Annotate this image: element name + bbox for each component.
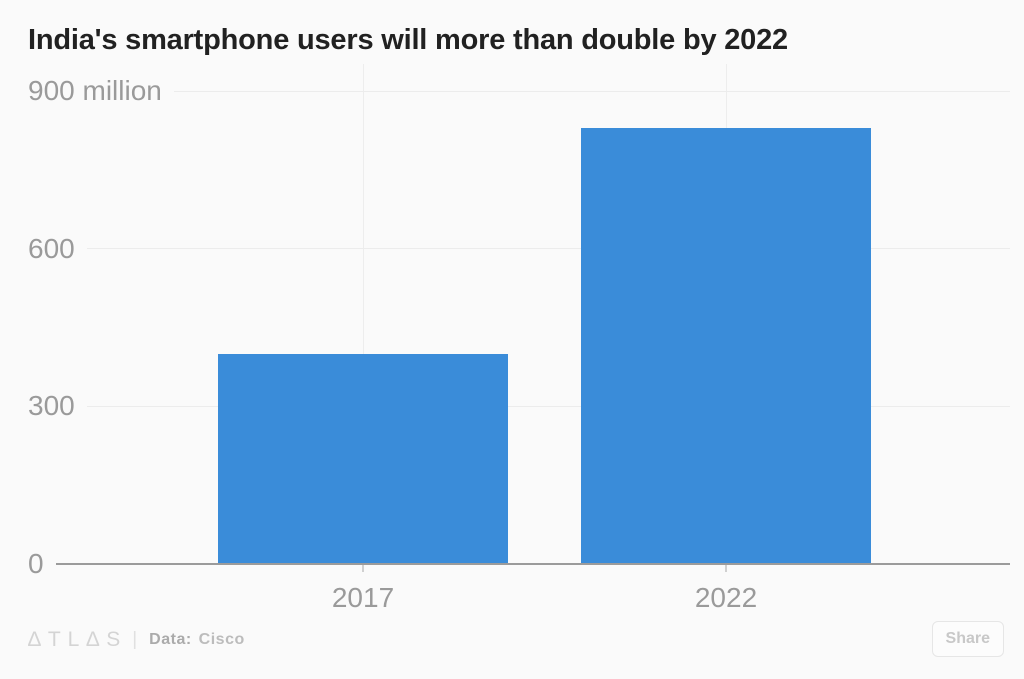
x-axis-baseline [55,563,1010,565]
chart-title: India's smartphone users will more than … [28,24,788,56]
data-source-value: Cisco [198,631,245,648]
y-tick-label-600: 600 [28,232,75,264]
gridline-row-300: 300 [28,389,1010,423]
horizontal-gridline [86,248,1010,250]
x-tick-label-2017: 2017 [331,582,395,613]
gridline-row-600: 600 [28,232,1010,266]
gridline-row-900: 900 million [28,74,1010,108]
data-source-label: Data: [149,631,192,648]
bar-2017[interactable] [218,353,508,564]
y-tick-label-0: 0 [28,548,44,579]
bar-2022[interactable] [581,127,871,564]
x-tick-mark-2022 [725,565,727,572]
gridline-row-0: 0 [28,547,1010,581]
footer-divider: | [132,629,138,650]
vertical-gridline-2017 [362,64,364,564]
y-tick-label-300: 300 [28,390,75,422]
share-button[interactable]: Share [931,621,1004,657]
horizontal-gridline [86,405,1010,407]
atlas-logo: ∆TL∆S [28,628,128,651]
x-tick-mark-2017 [362,565,364,572]
x-tick-label-2022: 2022 [694,582,758,613]
y-tick-label-900: 900 million [28,75,162,106]
footer: ∆TL∆S | Data: Cisco [28,626,245,654]
horizontal-gridline [173,90,1010,92]
